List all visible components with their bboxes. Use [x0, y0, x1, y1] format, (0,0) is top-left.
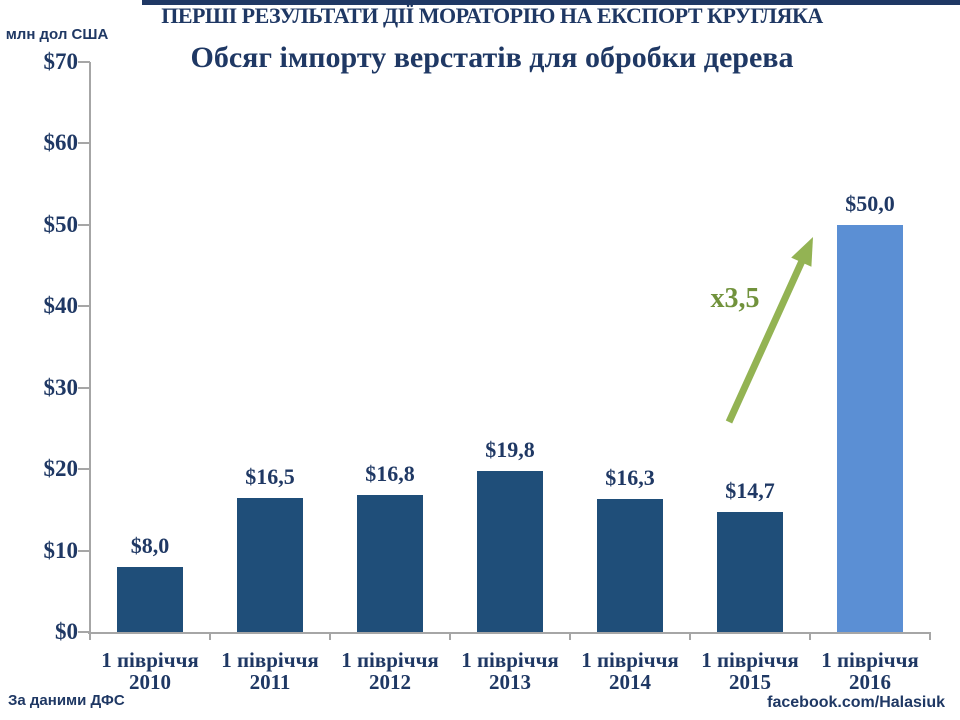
x-axis-tick-mark [449, 632, 451, 640]
category-period: 1 півріччя [221, 648, 319, 672]
y-axis-tick-label: $10 [43, 537, 79, 563]
y-axis-tick-label: $60 [43, 130, 79, 156]
category-period: 1 півріччя [821, 648, 919, 672]
category-period: 1 півріччя [461, 648, 559, 672]
y-axis-unit-label: млн дол США [5, 26, 109, 43]
chart-title: Обсяг імпорту верстатів для обробки дере… [190, 41, 794, 74]
growth-multiplier-label: x3,5 [710, 283, 760, 314]
y-axis-tick-mark [78, 305, 90, 308]
y-axis-tick-label: $40 [43, 293, 79, 319]
category-year: 2013 [489, 670, 531, 694]
x-axis-category-label: 1 півріччя 2015 [688, 649, 812, 693]
x-axis-tick-mark [809, 632, 811, 640]
y-axis-tick-label: $30 [43, 374, 79, 400]
bar-2011 [237, 498, 303, 632]
x-axis-category-label: 1 півріччя 2012 [328, 649, 452, 693]
category-year: 2015 [729, 670, 771, 694]
facebook-credit: facebook.com/Halasiuk [767, 694, 945, 711]
category-period: 1 півріччя [581, 648, 679, 672]
x-axis-tick-mark [689, 632, 691, 640]
y-axis-tick-mark [78, 468, 90, 471]
category-year: 2014 [609, 670, 651, 694]
y-axis-tick-label: $70 [43, 49, 79, 74]
x-axis-category-label: 1 півріччя 2010 [88, 649, 212, 693]
bar-2012 [357, 495, 423, 632]
top-accent-bar [142, 0, 960, 5]
header-title: ПЕРШІ РЕЗУЛЬТАТИ ДІЇ МОРАТОРІЮ НА ЕКСПОР… [161, 3, 823, 28]
category-year: 2012 [369, 670, 411, 694]
bar-value-label: $19,8 [485, 437, 535, 462]
y-axis-tick-mark [78, 549, 90, 552]
bar-value-label: $50,0 [845, 191, 895, 216]
x-axis-tick-mark [209, 632, 211, 640]
x-axis-tick-mark [929, 632, 931, 640]
category-year: 2011 [249, 670, 291, 694]
y-axis-tick-label: $20 [43, 456, 79, 482]
x-axis-category-label: 1 півріччя 2013 [448, 649, 572, 693]
y-axis-tick-mark [78, 631, 90, 633]
x-axis-tick-mark [569, 632, 571, 640]
source-note: За даними ДФС [8, 692, 125, 709]
y-axis-tick-label: $0 [55, 619, 78, 644]
x-axis-category-label: 1 півріччя 2011 [208, 649, 332, 693]
y-axis-tick-mark [78, 61, 90, 63]
bar-value-label: $16,8 [365, 461, 415, 486]
y-axis-tick-mark [78, 142, 90, 145]
bar-2010 [117, 567, 183, 632]
bar-value-label: $8,0 [130, 533, 170, 558]
x-axis-line [88, 632, 931, 634]
y-axis-tick-mark [78, 223, 90, 226]
growth-arrow-head [791, 237, 813, 267]
category-year: 2010 [129, 670, 171, 694]
bar-2015 [717, 512, 783, 632]
y-axis-tick-mark [78, 386, 90, 389]
x-axis-tick-mark [89, 632, 91, 640]
category-year: 2016 [849, 670, 891, 694]
x-axis-category-label: 1 півріччя 2014 [568, 649, 692, 693]
bar-2016 [837, 225, 903, 632]
bar-value-label: $16,5 [245, 464, 295, 489]
category-period: 1 півріччя [341, 648, 439, 672]
x-axis-category-label: 1 півріччя 2016 [808, 649, 932, 693]
x-axis-tick-mark [329, 632, 331, 640]
bar-value-label: $16,3 [605, 465, 655, 490]
y-axis-line [89, 62, 91, 634]
bar-2014 [597, 499, 663, 632]
y-axis-tick-label: $50 [43, 211, 79, 237]
bar-2013 [477, 471, 543, 632]
category-period: 1 півріччя [701, 648, 799, 672]
category-period: 1 півріччя [101, 648, 199, 672]
bar-value-label: $14,7 [725, 478, 775, 503]
